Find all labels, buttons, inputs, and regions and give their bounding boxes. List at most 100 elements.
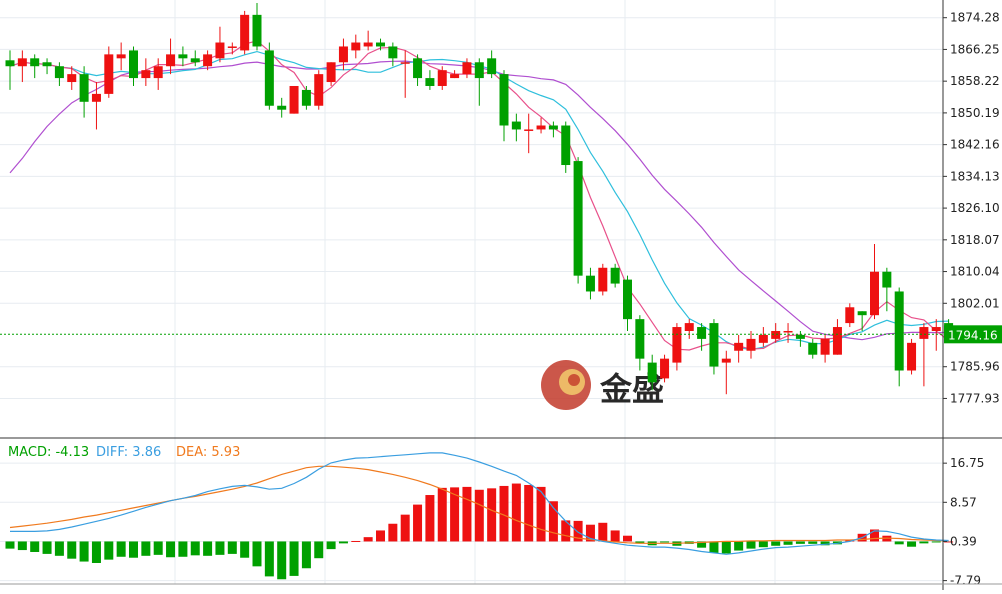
macd-histogram-bar (820, 541, 830, 546)
candle-down-body (79, 74, 89, 102)
candle-down-body (647, 362, 657, 383)
price-tick-label: 1777.93 (950, 391, 1000, 405)
price-tick-label: 1866.25 (950, 42, 1000, 56)
macd-histogram-bar (870, 529, 879, 542)
price-tick-label: 1842.16 (950, 138, 1000, 152)
candle-up-body (437, 70, 447, 86)
macd-histogram-bar (758, 541, 768, 548)
candle-up-body (215, 42, 225, 59)
macd-histogram-bar (931, 541, 941, 543)
macd-histogram-bar (30, 541, 40, 552)
macd-histogram-bar (376, 530, 385, 542)
macd-histogram-bar (326, 541, 336, 550)
macd-histogram-bar (388, 523, 398, 542)
candle-down-body (376, 42, 385, 47)
candle-down-body (388, 46, 398, 59)
candle-up-body (203, 54, 213, 67)
candle-down-body (252, 14, 262, 47)
macd-histogram-bar (462, 486, 472, 542)
macd-histogram-bar (277, 541, 287, 580)
candle-up-body (153, 66, 163, 79)
candle-up-body (684, 323, 694, 331)
candle-up-body (400, 62, 410, 64)
macd-panel (5, 452, 954, 580)
candle-up-body (783, 330, 793, 333)
macd-histogram-bar (363, 537, 373, 542)
macd-histogram-bar (536, 486, 546, 542)
candle-up-body (536, 125, 546, 130)
macd-histogram-bar (5, 541, 15, 549)
candle-down-body (795, 334, 805, 339)
macd-histogram-bar (623, 535, 632, 542)
candle-up-body (363, 42, 373, 47)
candle-up-body (919, 327, 929, 339)
macd-histogram-bar (548, 501, 558, 542)
candle-down-body (129, 50, 138, 79)
candle-up-body (67, 74, 77, 83)
macd-histogram-bar (734, 541, 744, 551)
macd-histogram-bar (153, 541, 163, 555)
candle-up-body (524, 129, 534, 131)
macd-histogram-bar (919, 541, 929, 544)
macd-histogram-bar (67, 541, 77, 559)
candle-up-body (17, 58, 27, 67)
candle-down-body (178, 54, 188, 59)
candle-down-body (190, 58, 200, 63)
macd-histogram-bar (511, 483, 521, 542)
price-tick-label: 1785.96 (950, 360, 1000, 374)
macd-histogram-bar (141, 541, 151, 556)
candle-up-body (351, 42, 361, 51)
candle-down-body (808, 342, 818, 355)
macd-histogram-bar (79, 541, 89, 562)
candle-up-body (931, 327, 941, 331)
macd-histogram-bar (413, 504, 423, 542)
macd-histogram-bar (42, 541, 52, 554)
macd-histogram-bar (635, 541, 645, 543)
macd-histogram-bar (524, 484, 534, 542)
candle-down-body (264, 50, 274, 106)
candle-down-body (610, 267, 620, 284)
macd-histogram-bar (264, 541, 274, 577)
macd-histogram-bar (474, 489, 484, 542)
macd-histogram-bar (437, 487, 447, 542)
macd-histogram-bar (166, 541, 176, 558)
last-price-label: 1794.16 (948, 328, 998, 342)
candle-up-body (326, 62, 336, 83)
macd-histogram-bar (450, 487, 460, 542)
macd-histogram-bar (400, 514, 410, 542)
macd-histogram-bar (610, 530, 620, 542)
macd-legend-item: DIFF: 3.86 (96, 445, 161, 460)
candle-up-body (758, 334, 768, 343)
macd-histogram-bar (425, 495, 435, 542)
macd-histogram-bar (116, 541, 126, 557)
candle-down-body (474, 62, 484, 79)
macd-histogram-bar (487, 488, 497, 542)
macd-tick-label: 8.57 (950, 495, 977, 509)
macd-histogram-bar (129, 541, 138, 558)
macd-histogram-bar (338, 541, 348, 544)
candle-down-body (697, 327, 707, 339)
candle-up-body (104, 54, 114, 94)
candle-up-body (116, 54, 126, 59)
macd-histogram-bar (709, 541, 719, 553)
candle-down-body (42, 62, 52, 67)
macd-histogram-bar (894, 541, 904, 545)
macd-tick-label: -7.79 (950, 574, 981, 588)
macd-histogram-bar (240, 541, 250, 558)
macd-histogram-bar (585, 524, 595, 542)
candle-down-body (709, 323, 719, 367)
candle-up-body (450, 74, 460, 79)
macd-histogram-bar (203, 541, 213, 556)
candle-down-body (54, 66, 64, 79)
macd-histogram-bar (351, 540, 361, 542)
price-tick-label: 1874.28 (950, 11, 1000, 25)
watermark-coin-center-icon (568, 374, 580, 386)
candle-up-body (820, 338, 830, 355)
candle-up-body (462, 62, 472, 75)
candle-up-body (734, 342, 744, 351)
macd-histogram-bar (499, 485, 509, 542)
price-tick-label: 1850.19 (950, 106, 1000, 120)
macd-histogram-bar (907, 541, 917, 547)
